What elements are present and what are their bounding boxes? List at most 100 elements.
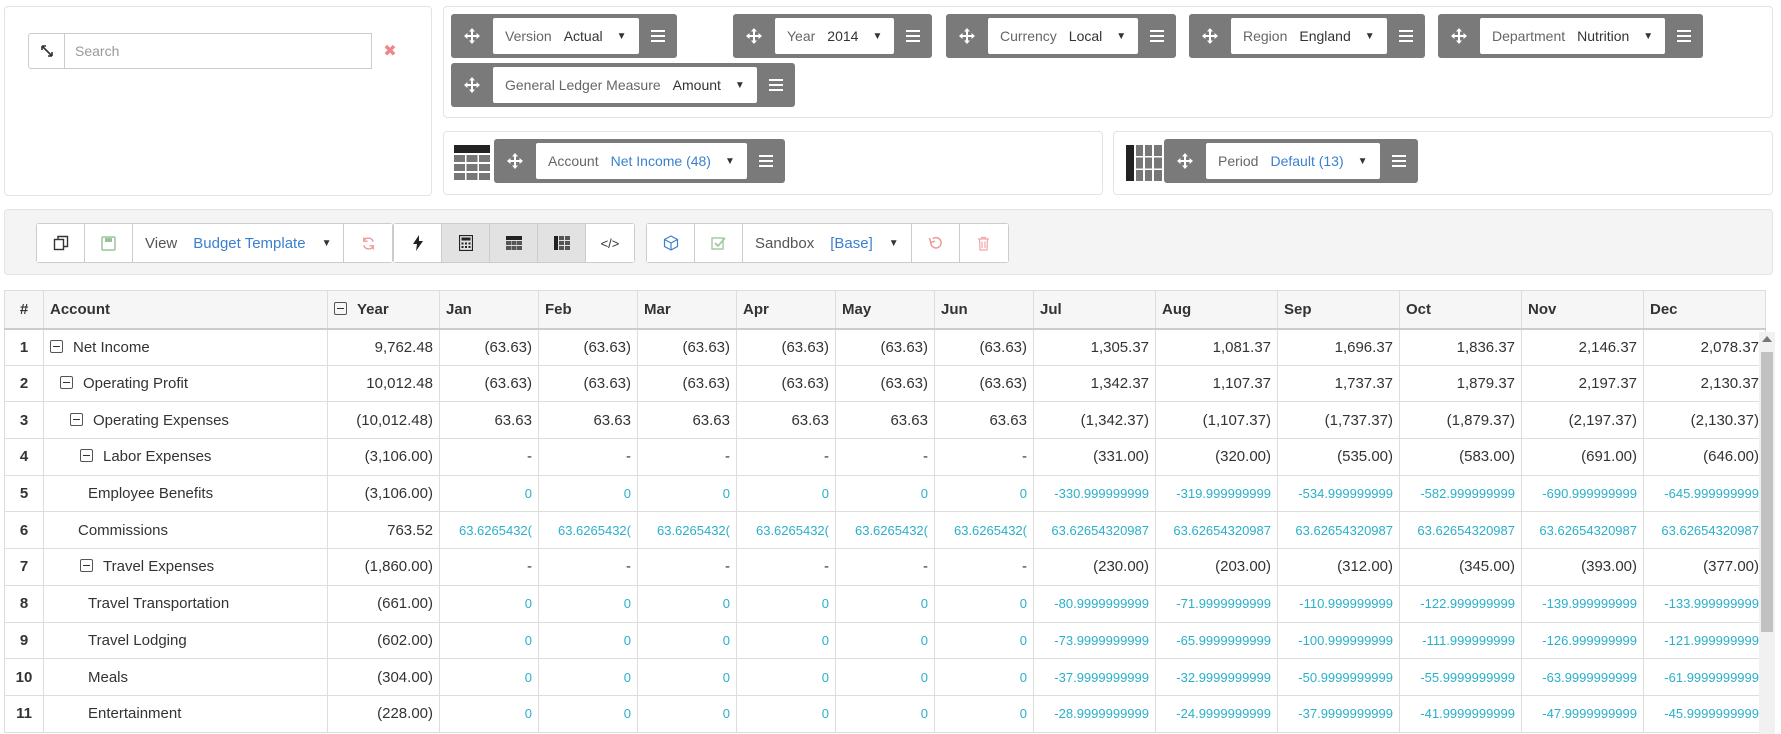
account-cell[interactable]: Operating Profit <box>43 364 328 403</box>
month-cell[interactable]: - <box>538 548 638 586</box>
month-cell[interactable]: -110.999999999 <box>1277 584 1400 623</box>
column-header[interactable]: Jul <box>1033 290 1156 330</box>
month-cell[interactable]: 0 <box>835 474 935 513</box>
dimension-select[interactable]: General Ledger Measure Amount ▼ <box>493 67 757 103</box>
save-icon[interactable] <box>85 224 133 262</box>
list-menu-icon[interactable] <box>1387 14 1425 58</box>
month-cell[interactable]: -41.9999999999 <box>1399 694 1522 733</box>
times-icon[interactable]: ✖ <box>383 43 397 60</box>
dimension-chip-columns-0[interactable]: Period Default (13) ▼ <box>1164 139 1418 183</box>
month-cell[interactable]: -133.999999999 <box>1643 584 1766 623</box>
list-menu-icon[interactable] <box>747 139 785 183</box>
month-cell[interactable]: (63.63) <box>736 364 836 403</box>
month-cell[interactable]: (583.00) <box>1399 438 1522 476</box>
month-cell[interactable]: 0 <box>835 584 935 623</box>
month-cell[interactable]: -55.9999999999 <box>1399 658 1522 696</box>
month-cell[interactable]: - <box>835 438 935 476</box>
month-cell[interactable]: 63.63 <box>736 401 836 440</box>
scroll-thumb[interactable] <box>1761 352 1773 632</box>
column-header[interactable]: Jun <box>934 290 1034 330</box>
month-cell[interactable]: (535.00) <box>1277 438 1400 476</box>
column-header[interactable]: Year <box>327 290 440 330</box>
month-cell[interactable]: -28.9999999999 <box>1033 694 1156 733</box>
month-cell[interactable]: 0 <box>736 694 836 733</box>
month-cell[interactable]: 63.6265432( <box>934 511 1034 550</box>
arrows-move-icon[interactable] <box>1164 139 1206 183</box>
month-cell[interactable]: (2,197.37) <box>1521 401 1644 440</box>
month-cell[interactable]: (2,130.37) <box>1643 401 1766 440</box>
table-icon[interactable] <box>490 224 538 262</box>
month-cell[interactable]: -121.999999999 <box>1643 621 1766 660</box>
dimension-select[interactable]: Period Default (13) ▼ <box>1206 143 1380 179</box>
month-cell[interactable]: 0 <box>637 694 737 733</box>
month-cell[interactable]: (345.00) <box>1399 548 1522 586</box>
bolt-icon[interactable] <box>394 224 442 262</box>
list-menu-icon[interactable] <box>1665 14 1703 58</box>
month-cell[interactable]: (203.00) <box>1155 548 1278 586</box>
month-cell[interactable]: (691.00) <box>1521 438 1644 476</box>
month-cell[interactable]: 0 <box>439 621 539 660</box>
dimension-chip-context-4[interactable]: Department Nutrition ▼ <box>1438 14 1704 58</box>
month-cell[interactable]: -45.9999999999 <box>1643 694 1766 733</box>
code-icon[interactable]: </> <box>586 224 634 262</box>
month-cell[interactable]: (1,737.37) <box>1277 401 1400 440</box>
column-header[interactable]: Account <box>43 290 328 330</box>
month-cell[interactable]: - <box>538 438 638 476</box>
month-cell[interactable]: 0 <box>934 474 1034 513</box>
month-cell[interactable]: (320.00) <box>1155 438 1278 476</box>
month-cell[interactable]: 63.63 <box>934 401 1034 440</box>
collapse-icon[interactable] <box>334 301 347 315</box>
list-menu-icon[interactable] <box>894 14 932 58</box>
month-cell[interactable]: (1,879.37) <box>1399 401 1522 440</box>
collapse-icon[interactable] <box>70 412 83 426</box>
month-cell[interactable]: -61.9999999999 <box>1643 658 1766 696</box>
month-cell[interactable]: -645.999999999 <box>1643 474 1766 513</box>
month-cell[interactable]: -73.9999999999 <box>1033 621 1156 660</box>
undo-icon[interactable] <box>911 224 960 262</box>
month-cell[interactable]: 63.6265432( <box>538 511 638 550</box>
month-cell[interactable]: -37.9999999999 <box>1033 658 1156 696</box>
cube-icon[interactable] <box>647 224 695 262</box>
month-cell[interactable]: -65.9999999999 <box>1155 621 1278 660</box>
month-cell[interactable]: - <box>637 548 737 586</box>
year-cell[interactable]: 9,762.48 <box>327 328 440 366</box>
month-cell[interactable]: (63.63) <box>736 328 836 366</box>
sandbox-select[interactable]: Sandbox [Base] ▼ <box>743 224 912 262</box>
month-cell[interactable]: 0 <box>637 621 737 660</box>
copy-icon[interactable] <box>37 224 85 262</box>
dimension-select[interactable]: Region England ▼ <box>1231 18 1387 54</box>
month-cell[interactable]: (63.63) <box>934 364 1034 403</box>
month-cell[interactable]: 63.6265432( <box>637 511 737 550</box>
month-cell[interactable]: -50.9999999999 <box>1277 658 1400 696</box>
column-header[interactable]: Dec <box>1643 290 1766 330</box>
month-cell[interactable]: 2,146.37 <box>1521 328 1644 366</box>
month-cell[interactable]: -319.999999999 <box>1155 474 1278 513</box>
month-cell[interactable]: (230.00) <box>1033 548 1156 586</box>
account-cell[interactable]: Travel Transportation <box>43 584 328 623</box>
month-cell[interactable]: - <box>934 548 1034 586</box>
account-cell[interactable]: Labor Expenses <box>43 438 328 476</box>
month-cell[interactable]: 0 <box>934 584 1034 623</box>
month-cell[interactable]: 63.62654320987 <box>1277 511 1400 550</box>
month-cell[interactable]: -111.999999999 <box>1399 621 1522 660</box>
column-header[interactable]: Oct <box>1399 290 1522 330</box>
month-cell[interactable]: 1,879.37 <box>1399 364 1522 403</box>
month-cell[interactable]: -690.999999999 <box>1521 474 1644 513</box>
month-cell[interactable]: (63.63) <box>637 328 737 366</box>
month-cell[interactable]: 0 <box>538 474 638 513</box>
month-cell[interactable]: 63.62654320987 <box>1643 511 1766 550</box>
account-cell[interactable]: Meals <box>43 658 328 696</box>
month-cell[interactable]: 0 <box>439 474 539 513</box>
month-cell[interactable]: -582.999999999 <box>1399 474 1522 513</box>
month-cell[interactable]: -80.9999999999 <box>1033 584 1156 623</box>
column-header[interactable]: Aug <box>1155 290 1278 330</box>
dimension-chip-context-5[interactable]: General Ledger Measure Amount ▼ <box>451 63 795 107</box>
month-cell[interactable]: 1,342.37 <box>1033 364 1156 403</box>
list-menu-icon[interactable] <box>1380 139 1418 183</box>
collapse-icon[interactable] <box>80 559 93 573</box>
month-cell[interactable]: -24.9999999999 <box>1155 694 1278 733</box>
month-cell[interactable]: -63.9999999999 <box>1521 658 1644 696</box>
month-cell[interactable]: 0 <box>439 584 539 623</box>
month-cell[interactable]: (393.00) <box>1521 548 1644 586</box>
month-cell[interactable]: (63.63) <box>439 364 539 403</box>
